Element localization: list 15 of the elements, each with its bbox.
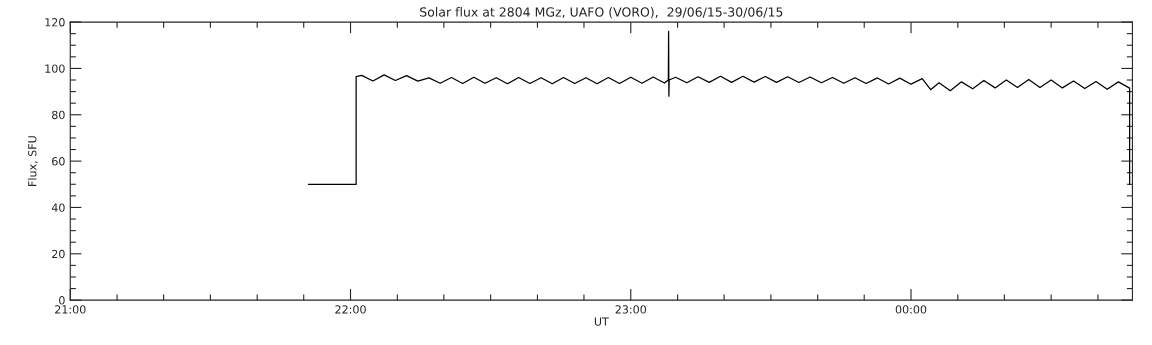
chart-title: Solar flux at 2804 MGz, UAFO (VORO), 29/06/15-30/06/15 bbox=[420, 7, 783, 19]
y-tick-label: 20 bbox=[52, 249, 65, 259]
y-tick-label: 100 bbox=[45, 64, 65, 73]
y-tick-label: 80 bbox=[52, 110, 65, 120]
y-axis-title: Flux, SFU bbox=[27, 136, 38, 186]
x-axis-title: UT bbox=[594, 317, 609, 326]
y-tick-label: 40 bbox=[51, 203, 65, 212]
x-tick-label: 21:00 bbox=[55, 305, 86, 314]
y-tick-label: 120 bbox=[45, 18, 65, 27]
x-tick-label: 22:00 bbox=[335, 305, 366, 314]
y-tick-label: 60 bbox=[52, 157, 65, 166]
line-series bbox=[307, 30, 1131, 185]
x-tick-label: 00:00 bbox=[895, 305, 927, 314]
y-tick-label: 0 bbox=[59, 296, 65, 305]
x-tick-label: 23:00 bbox=[615, 305, 647, 314]
